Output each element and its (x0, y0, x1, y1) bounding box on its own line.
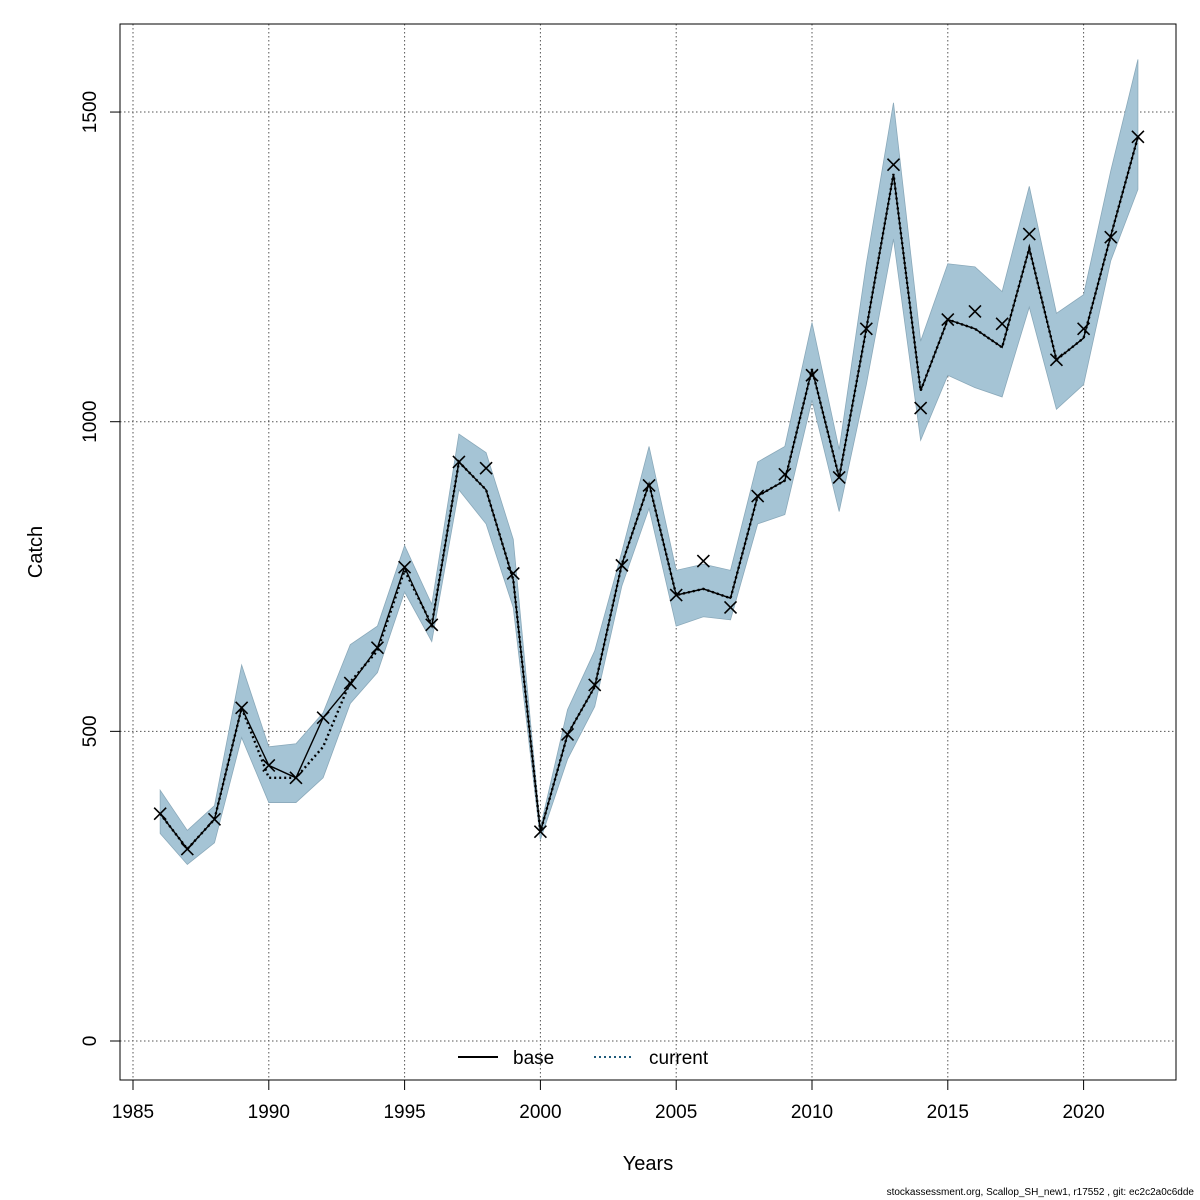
x-tick-label: 2020 (1062, 1102, 1104, 1123)
observation-point (316, 711, 330, 725)
observation-point (1104, 230, 1118, 244)
observation-point (560, 727, 575, 742)
y-tick-label: 1500 (80, 91, 101, 133)
legend-label-current: current (649, 1048, 709, 1069)
observation-point (207, 812, 222, 826)
x-tick-label: 2005 (655, 1102, 697, 1123)
observation-point (506, 566, 520, 580)
legend: base current (458, 1048, 709, 1069)
legend-label-base: base (513, 1048, 554, 1069)
observation-point (343, 676, 357, 690)
observation-point (533, 825, 547, 839)
x-tick-label: 1995 (383, 1102, 425, 1123)
x-tick-label: 1985 (112, 1102, 154, 1123)
axes: 1985 1990 1995 2000 2005 2010 2015 2020 0 500 1000… (80, 23, 1177, 1123)
observation-point (479, 461, 493, 475)
observation-point (588, 678, 602, 692)
observation-point (452, 455, 466, 469)
observation-point (425, 618, 439, 632)
observation-point (832, 470, 846, 485)
uncertainty-band (159, 59, 1139, 866)
observation-point (1077, 322, 1091, 336)
y-tick-label: 0 (80, 1036, 101, 1047)
y-tick-label: 1000 (80, 401, 101, 443)
observation-point (995, 317, 1009, 331)
observation-point (696, 554, 710, 568)
observation-point (914, 401, 928, 415)
grid (120, 24, 1176, 1080)
observation-markers (153, 130, 1145, 856)
observation-point (180, 842, 194, 856)
x-axis-title: Years (623, 1153, 673, 1175)
y-tick-label: 500 (80, 715, 101, 747)
x-tick-label: 1990 (248, 1102, 290, 1123)
observation-point (370, 641, 385, 655)
observation-point (1131, 130, 1145, 144)
observation-point (262, 758, 276, 772)
observation-point (778, 467, 792, 481)
footer-note: stockassessment.org, Scallop_SH_new1, r1… (886, 1187, 1194, 1198)
observation-point (669, 588, 683, 602)
x-tick-label: 2000 (519, 1102, 561, 1123)
observation-point (615, 558, 629, 572)
observation-point (398, 560, 412, 574)
uncertainty-band-layer (159, 59, 1139, 866)
observation-point (859, 322, 873, 336)
observation-point (235, 701, 249, 715)
observation-point (642, 478, 656, 493)
observation-point (886, 158, 901, 172)
x-tick-label: 2015 (927, 1102, 969, 1123)
observation-point (1022, 227, 1036, 241)
observation-point (805, 368, 819, 382)
observation-point (723, 600, 738, 615)
observation-point (289, 771, 303, 785)
observation-point (1049, 353, 1064, 367)
y-axis-title: Catch (25, 526, 47, 578)
x-tick-label: 2010 (791, 1102, 833, 1123)
observation-point (751, 489, 765, 503)
observation-point (941, 312, 955, 327)
observation-point (968, 304, 982, 319)
observation-point (153, 807, 167, 821)
